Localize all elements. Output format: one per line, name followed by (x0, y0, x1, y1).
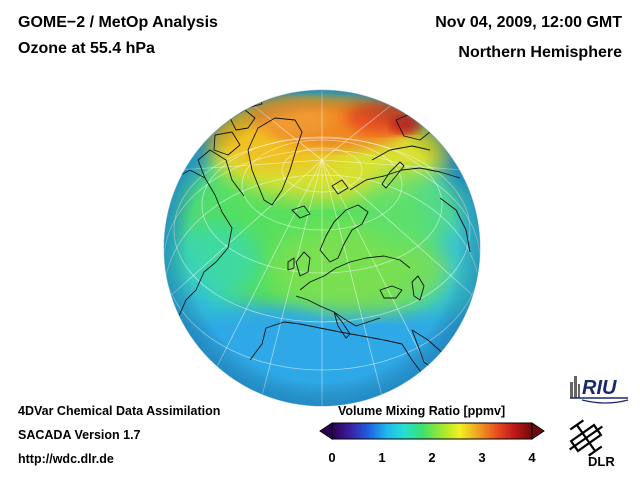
dlr-logo-icon (568, 419, 604, 457)
colorbar-min-arrow (319, 422, 333, 440)
colorbar-tick-label: 4 (528, 450, 536, 465)
region-label: Northern Hemisphere (458, 44, 622, 61)
dlr-logo-text: DLR (588, 454, 615, 469)
colorbar-title: Volume Mixing Ratio [ppmv] (338, 404, 506, 418)
colorbar-tick-label: 2 (428, 450, 436, 465)
footer-url-link[interactable]: http://wdc.dlr.de (18, 452, 114, 466)
colorbar-tick-label: 0 (328, 450, 336, 465)
colorbar-max-arrow (531, 422, 545, 440)
title-line-1: GOME−2 / MetOp Analysis (18, 14, 218, 31)
ozone-field (164, 90, 480, 406)
title-line-2: Ozone at 55.4 hPa (18, 40, 155, 57)
colorbar (319, 422, 545, 440)
institute-logos: RIU DLR (568, 376, 629, 469)
riu-logo-icon (570, 376, 629, 404)
datetime-label: Nov 04, 2009, 12:00 GMT (435, 14, 622, 31)
colorbar-tick-label: 1 (378, 450, 386, 465)
footer-line-2: SACADA Version 1.7 (18, 428, 141, 442)
colorbar-tick-label: 3 (478, 450, 486, 465)
riu-logo-text: RIU (582, 377, 617, 399)
footer-line-1: 4DVar Chemical Data Assimilation (18, 404, 221, 418)
